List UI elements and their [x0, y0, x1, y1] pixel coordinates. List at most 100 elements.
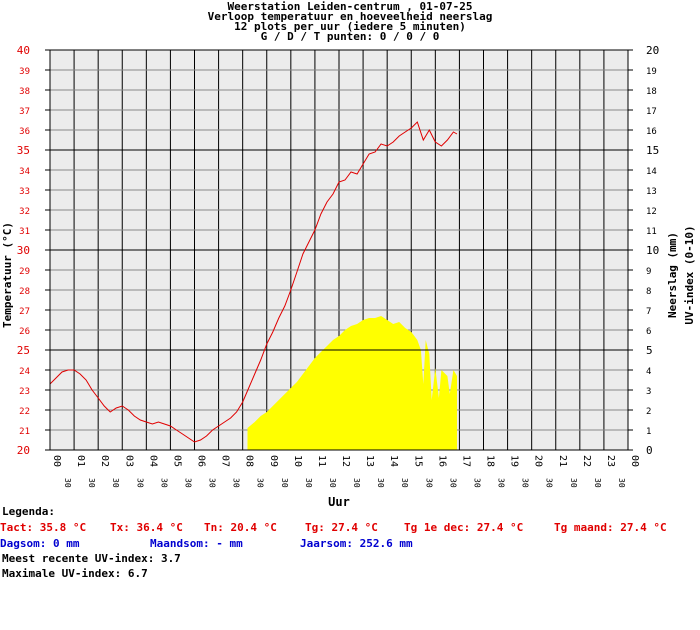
y-tick-label-left: 28: [19, 287, 30, 297]
x-tick-label-half: 30: [472, 478, 481, 488]
x-tick-label-hour: 02: [99, 455, 110, 467]
y-tick-label-right: 13: [646, 187, 657, 197]
y-tick-label-left: 35: [17, 144, 30, 157]
x-tick-label-half: 30: [87, 478, 96, 488]
temperature-layer: [49, 121, 458, 443]
y-tick-label-right: 10: [646, 244, 659, 257]
y-tick-label-right: 20: [646, 44, 659, 57]
legend-maandsom: Maandsom: - mm: [150, 537, 243, 550]
legend-uv-max: Maximale UV-index: 6.7: [2, 567, 148, 580]
x-tick-label-half: 30: [569, 478, 578, 488]
x-tick-label-half: 30: [135, 478, 144, 488]
legend-tn: Tn: 20.4 °C: [204, 521, 277, 534]
x-tick-label-hour: 05: [171, 455, 182, 467]
x-tick-label-half: 30: [448, 478, 457, 488]
chart-title-line1: Weerstation Leiden-centrum , 01-07-25: [227, 0, 473, 13]
x-tick-label-half: 30: [545, 478, 554, 488]
y-tick-label-left: 27: [19, 307, 30, 317]
y-tick-label-left: 36: [19, 127, 30, 137]
x-tick-label-half: 30: [617, 478, 626, 488]
y-tick-label-right: 4: [646, 367, 651, 377]
y-tick-label-right: 5: [646, 344, 653, 357]
chart-title-line2: Verloop temperatuur en hoeveelheid neers…: [207, 10, 493, 23]
left-axis: 20 21 22 23 24 25 26 27 28 29 30 31 32 33 34 35 36 37 38 39…: [17, 44, 50, 457]
x-tick-label-hour: 13: [364, 455, 375, 467]
x-tick-label-hour: 15: [412, 455, 423, 467]
y-tick-label-left: 39: [19, 67, 30, 77]
x-tick-label-hour: 16: [436, 455, 447, 467]
x-tick-label-half: 30: [424, 478, 433, 488]
y-tick-label-left: 37: [19, 107, 30, 117]
legend-tg-maand: Tg maand: 27.4 °C: [554, 521, 667, 534]
x-tick-label-hour: 19: [509, 455, 520, 467]
x-tick-label-half: 30: [521, 478, 530, 488]
legend-tg: Tg: 27.4 °C: [305, 521, 378, 534]
legend-tg-dec: Tg 1e dec: 27.4 °C: [404, 521, 524, 534]
y-tick-label-right: 3: [646, 387, 651, 397]
legend-jaarsom: Jaarsom: 252.6 mm: [300, 537, 413, 550]
y-tick-label-left: 32: [19, 207, 30, 217]
x-tick-label-hour: 00: [629, 455, 640, 467]
x-axis: 00 30 01 30 02 30 03 30 04 30 05 30 06 30 07 30 08 30 09 30…: [51, 455, 640, 488]
temperature-line: [49, 121, 458, 443]
x-tick-label-hour: 10: [292, 455, 303, 467]
x-tick-label-half: 30: [111, 478, 120, 488]
chart-area: 2021222324252627282930313233343536373839…: [1, 44, 696, 509]
x-tick-label-half: 30: [183, 478, 192, 488]
legend-uv-recent: Meest recente UV-index: 3.7: [2, 552, 181, 565]
y-tick-label-right: 16: [646, 127, 657, 137]
x-tick-label-half: 30: [208, 478, 217, 488]
y-tick-label-right: 8: [646, 287, 651, 297]
y-tick-label-right: 7: [646, 307, 651, 317]
x-tick-label-half: 30: [593, 478, 602, 488]
x-tick-label-hour: 12: [340, 455, 351, 467]
y-axis-right-label-1: Neerslag (mm): [666, 232, 679, 318]
x-tick-label-hour: 01: [75, 455, 86, 467]
x-tick-label-hour: 04: [147, 455, 158, 467]
y-tick-label-right: 19: [646, 67, 657, 77]
x-tick-label-half: 30: [63, 478, 72, 488]
y-tick-label-left: 24: [19, 367, 30, 377]
x-tick-label-hour: 11: [316, 455, 327, 467]
x-tick-label-half: 30: [232, 478, 241, 488]
x-tick-label-half: 30: [400, 478, 409, 488]
x-tick-label-hour: 17: [460, 455, 471, 467]
x-tick-label-hour: 18: [485, 455, 496, 467]
y-axis-right-label-2: UV-index (0-10): [683, 225, 696, 324]
x-tick-label-hour: 20: [533, 455, 544, 467]
y-tick-label-right: 0: [646, 444, 653, 457]
x-tick-label-hour: 22: [581, 455, 592, 467]
x-tick-label-hour: 23: [605, 455, 616, 467]
x-tick-label-half: 30: [497, 478, 506, 488]
y-axis-left-label: Temperatuur (°C): [1, 222, 14, 328]
x-tick-label-half: 30: [304, 478, 313, 488]
legend-heading: Legenda:: [2, 505, 55, 518]
y-tick-label-left: 30: [17, 244, 30, 257]
y-tick-label-left: 34: [19, 167, 30, 177]
x-tick-label-half: 30: [256, 478, 265, 488]
y-tick-label-right: 17: [646, 107, 657, 117]
x-tick-label-half: 30: [159, 478, 168, 488]
y-tick-label-left: 40: [17, 44, 30, 57]
y-tick-label-right: 11: [646, 227, 657, 237]
y-tick-label-right: 12: [646, 207, 657, 217]
y-tick-label-right: 9: [646, 267, 651, 277]
y-tick-label-left: 23: [19, 387, 30, 397]
x-axis-label: Uur: [328, 495, 350, 509]
y-tick-label-left: 21: [19, 427, 30, 437]
y-tick-label-left: 38: [19, 87, 30, 97]
x-tick-label-half: 30: [376, 478, 385, 488]
y-tick-label-right: 14: [646, 167, 657, 177]
x-tick-label-hour: 07: [220, 455, 231, 467]
chart-title-line4: G / D / T punten: 0 / 0 / 0: [260, 30, 440, 43]
y-tick-label-left: 31: [19, 227, 30, 237]
y-tick-label-left: 25: [17, 344, 30, 357]
x-tick-label-hour: 00: [51, 455, 62, 467]
y-tick-label-right: 2: [646, 407, 651, 417]
x-tick-label-half: 30: [280, 478, 289, 488]
y-tick-label-left: 29: [19, 267, 30, 277]
y-tick-label-left: 26: [19, 327, 30, 337]
x-tick-label-half: 30: [328, 478, 337, 488]
y-tick-label-right: 18: [646, 87, 657, 97]
